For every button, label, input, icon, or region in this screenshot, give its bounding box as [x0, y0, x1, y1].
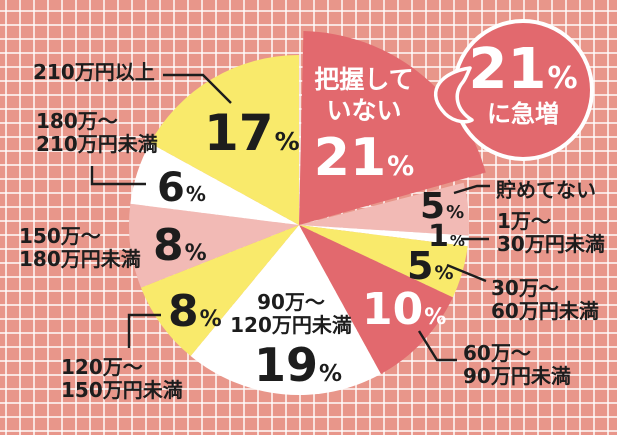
label-180-210-line2: 210万円未満	[36, 132, 158, 156]
pie-slice-4	[299, 225, 453, 374]
leader-lines	[90, 73, 490, 362]
percent-21-inner: 21%	[313, 128, 415, 188]
callout-bubble-tail	[434, 66, 474, 124]
label-90-120-line1: 90万〜	[257, 290, 325, 314]
leader-line-30-60	[446, 263, 487, 283]
label-60-90-line1: 60万〜	[463, 341, 531, 365]
label-150-180: 150万〜 180万円未満	[19, 225, 141, 271]
callout-subtext: に急増	[487, 100, 559, 128]
label-180-210: 180万〜 210万円未満	[36, 110, 158, 156]
percent-17: 17%	[204, 104, 300, 162]
pie-slice-1	[299, 182, 469, 236]
percent-1: 1%	[428, 219, 465, 254]
label-1-30: 1万〜 30万円未満	[497, 210, 605, 256]
percent-6: 6%	[157, 165, 206, 211]
percent-19: 19%	[254, 338, 343, 392]
label-60-90-line2: 90万円未満	[463, 364, 571, 388]
pie-slice-8	[130, 143, 299, 225]
callout-percent: 21%	[468, 37, 578, 102]
label-120-150: 120万〜 150万円未満	[61, 356, 183, 402]
label-210plus: 210万円以上	[33, 60, 155, 84]
label-60-90: 60万〜 90万円未満	[463, 342, 571, 388]
pie-slice-5	[190, 225, 381, 395]
label-180-210-line1: 180万〜	[36, 109, 118, 133]
pie-slice-6	[140, 225, 299, 356]
percent-8-pink: 8%	[153, 220, 207, 271]
label-150-180-line1: 150万〜	[19, 224, 101, 248]
label-120-150-line1: 120万〜	[61, 355, 143, 379]
label-120-150-line2: 150万円未満	[61, 378, 183, 402]
leader-line-180-210	[90, 166, 146, 186]
label-30-60-line1: 30万〜	[491, 276, 559, 300]
label-90-120: 90万〜 120万円未満	[226, 291, 356, 337]
pie-slice-3	[299, 225, 468, 298]
pie-slice-2	[299, 225, 469, 247]
label-1-30-line2: 30万円未満	[497, 232, 605, 256]
leader-line-60-90	[417, 330, 457, 362]
pie-slice-9	[150, 54, 299, 225]
percent-8-yellow: 8%	[168, 286, 222, 337]
leader-line-210plus	[163, 73, 232, 104]
slice-label-not-tracking: 把握して いない 21%	[300, 64, 428, 184]
label-90-120-line2: 120万円未満	[230, 313, 352, 337]
percent-10: 10%	[362, 284, 447, 335]
pie-slice-7	[128, 203, 299, 288]
percent-5-mid: 5%	[407, 244, 454, 288]
leader-line-120-150	[127, 313, 161, 348]
callout-bubble-text: 21% に急増	[456, 42, 590, 128]
callout-bubble-group	[434, 19, 594, 161]
pie	[128, 31, 486, 395]
slice-label-not-tracking-line2: いない	[326, 96, 402, 125]
label-30-60: 30万〜 60万円未満	[491, 277, 599, 323]
label-150-180-line2: 180万円未満	[19, 247, 141, 271]
pie-slice-0	[299, 31, 486, 225]
percent-5-top: 5%	[420, 186, 465, 227]
label-1-30-line1: 1万〜	[497, 209, 551, 233]
slice-label-not-tracking-line1: 把握して	[314, 65, 414, 94]
label-30-60-line2: 60万円未満	[491, 299, 599, 323]
leader-line-tamete	[453, 184, 490, 195]
label-tamete: 貯めてない	[496, 178, 596, 202]
